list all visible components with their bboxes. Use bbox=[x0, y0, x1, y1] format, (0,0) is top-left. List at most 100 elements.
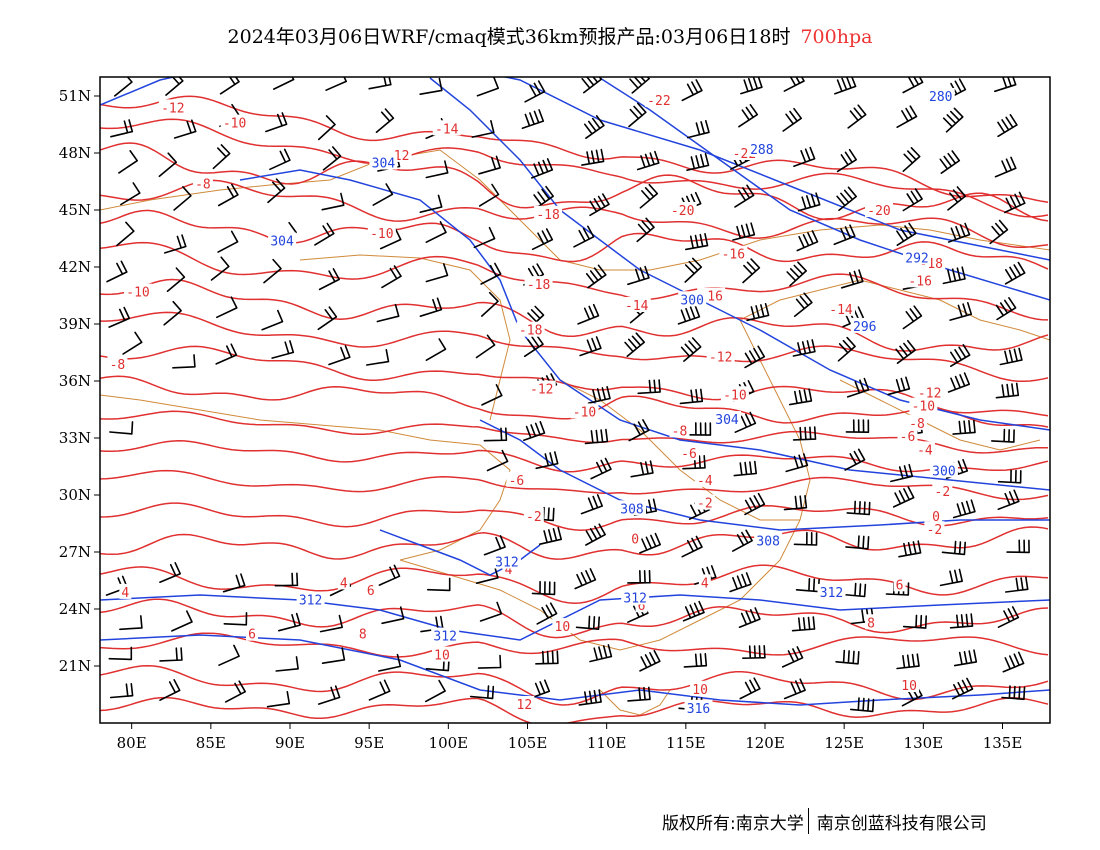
wind-barb bbox=[997, 114, 1018, 138]
temperature-label: -8 bbox=[110, 358, 126, 373]
temperature-label: -18 bbox=[519, 324, 542, 339]
wind-barb bbox=[997, 469, 1022, 484]
temperature-label-bg bbox=[629, 530, 642, 546]
temperature-label: -18 bbox=[527, 278, 550, 293]
temperature-label: 0 bbox=[932, 510, 940, 525]
temperature-label: 0 bbox=[631, 533, 639, 548]
wind-barb bbox=[426, 577, 451, 592]
x-tick-label: 130E bbox=[904, 734, 944, 752]
temperature-label: -10 bbox=[370, 227, 393, 242]
height-label: 308 bbox=[620, 502, 643, 517]
wind-barb bbox=[887, 376, 911, 396]
temperature-label-bg bbox=[356, 625, 369, 641]
temperature-contour bbox=[100, 118, 1049, 218]
height-contour bbox=[100, 634, 1050, 706]
wind-barb bbox=[637, 379, 661, 395]
wind-barb bbox=[742, 258, 761, 284]
wind-barb bbox=[539, 526, 562, 545]
wind-barb bbox=[950, 344, 971, 367]
temperature-label-bg bbox=[516, 321, 545, 337]
wind-barb bbox=[222, 573, 246, 593]
wind-barb bbox=[481, 291, 499, 317]
wind-barb bbox=[477, 654, 502, 669]
wind-barb bbox=[476, 77, 499, 97]
wind-barb bbox=[627, 686, 651, 702]
map-title: 2024年03月06日WRF/cmaq模式36km预报产品:03月06日18时 7… bbox=[0, 22, 1100, 49]
temperature-label: -4 bbox=[697, 474, 713, 489]
wind-barb bbox=[266, 691, 291, 708]
wind-barb bbox=[628, 102, 647, 128]
wind-barb bbox=[796, 230, 819, 252]
y-tick-label: 39N bbox=[59, 315, 91, 333]
y-tick-label: 48N bbox=[59, 144, 91, 162]
temperature-label-bg bbox=[669, 422, 690, 438]
wind-barb bbox=[636, 150, 660, 171]
height-label-bg bbox=[713, 411, 741, 426]
wind-barb bbox=[274, 572, 299, 587]
temperature-label-bg bbox=[220, 114, 249, 130]
temperature-label-bg bbox=[915, 384, 944, 400]
wind-barb bbox=[738, 104, 759, 128]
x-tick-label: 115E bbox=[666, 734, 706, 752]
wind-barb bbox=[478, 183, 500, 207]
wind-barb bbox=[219, 77, 240, 95]
height-label: 288 bbox=[750, 143, 773, 158]
temperature-contour bbox=[100, 598, 1049, 639]
wind-barb bbox=[783, 77, 805, 92]
wind-barb bbox=[527, 679, 551, 700]
height-label: 300 bbox=[680, 293, 703, 308]
height-label-bg bbox=[268, 232, 297, 248]
wind-barb bbox=[850, 697, 875, 713]
wind-barb bbox=[171, 610, 193, 632]
copyright-left: 版权所有:南京大学 bbox=[662, 813, 804, 834]
border-line bbox=[299, 254, 511, 421]
temperature-label: 4 bbox=[121, 586, 129, 601]
wind-barb bbox=[847, 104, 867, 129]
temperature-labels: -12-10 -14-12-8-22-22-18 -20 -20-10-16-18-1… bbox=[107, 91, 953, 713]
wind-barb bbox=[587, 386, 611, 404]
wind-barb bbox=[581, 148, 605, 166]
temperature-label: -10 bbox=[223, 117, 246, 132]
temperature-label: -10 bbox=[573, 405, 596, 420]
wind-barb bbox=[833, 224, 856, 246]
x-tick-label: 90E bbox=[275, 734, 305, 752]
temperature-label: -16 bbox=[722, 248, 745, 263]
wind-barb bbox=[636, 217, 655, 243]
height-label-bg bbox=[926, 88, 955, 103]
wind-barb bbox=[782, 107, 802, 132]
wind-barb bbox=[217, 183, 239, 207]
wind-barb bbox=[841, 582, 867, 598]
x-tick-label: 105E bbox=[508, 734, 548, 752]
wind-barb bbox=[173, 186, 192, 211]
temperature-label: 6 bbox=[248, 628, 256, 643]
wind-barb bbox=[733, 460, 757, 477]
temperature-label-bg bbox=[865, 614, 878, 630]
temperature-label: 4 bbox=[340, 576, 348, 591]
wind-barb bbox=[269, 148, 291, 171]
temperature-label: -8 bbox=[909, 417, 925, 432]
wind-barb bbox=[158, 152, 177, 178]
temperature-label-bg bbox=[897, 428, 918, 444]
temperature-contour bbox=[100, 696, 1049, 723]
temperature-label: -18 bbox=[536, 208, 559, 223]
x-tick-label: 110E bbox=[587, 734, 627, 752]
wind-barb bbox=[533, 185, 554, 210]
y-tick-label: 36N bbox=[59, 372, 91, 390]
temperature-label: -20 bbox=[867, 204, 890, 219]
wind-barb bbox=[109, 683, 134, 699]
y-tick-label: 30N bbox=[59, 486, 91, 504]
temperature-label: -4 bbox=[917, 443, 933, 458]
temperature-label: -22 bbox=[647, 94, 670, 109]
temperature-label: -10 bbox=[723, 388, 746, 403]
wind-barb bbox=[837, 336, 856, 362]
temperature-contour bbox=[100, 526, 1049, 560]
temperature-label-bg bbox=[644, 91, 673, 107]
temperature-label: -6 bbox=[509, 474, 525, 489]
wind-barb bbox=[639, 183, 659, 209]
y-tick-label: 42N bbox=[59, 258, 91, 276]
wind-barb bbox=[836, 186, 857, 211]
wind-barb bbox=[585, 523, 606, 546]
temperature-contour bbox=[100, 502, 1049, 531]
temperature-label-bg bbox=[107, 355, 128, 371]
wind-barb bbox=[119, 615, 143, 631]
